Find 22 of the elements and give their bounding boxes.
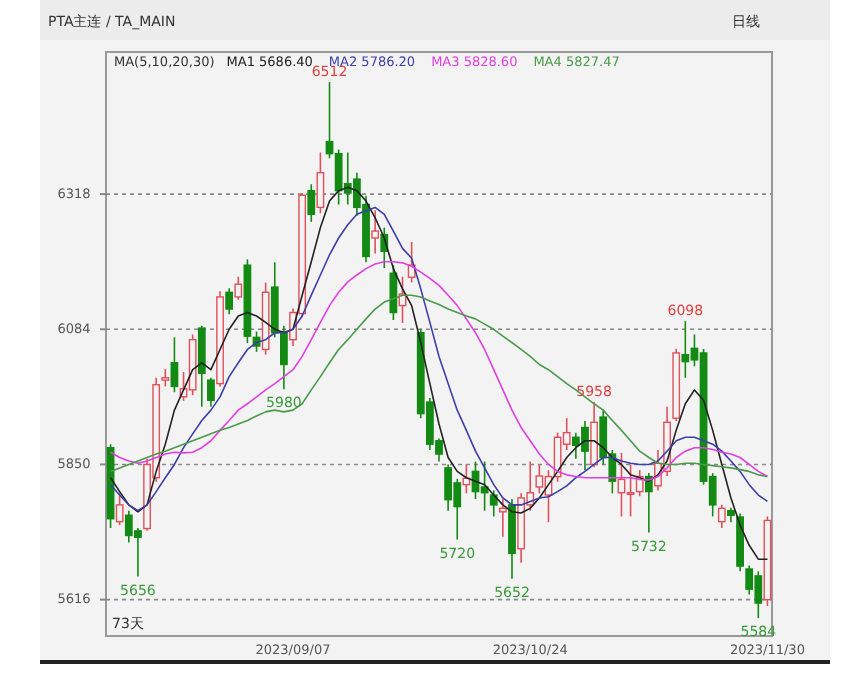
candlestick bbox=[115, 492, 124, 526]
candlestick bbox=[745, 564, 754, 596]
candlestick bbox=[444, 463, 453, 512]
candlestick bbox=[307, 183, 316, 223]
candlestick bbox=[489, 489, 498, 518]
candlestick bbox=[280, 325, 288, 391]
candlestick bbox=[498, 498, 507, 538]
candlestick bbox=[371, 209, 380, 255]
candlestick bbox=[197, 325, 206, 408]
candlestick bbox=[234, 275, 243, 301]
candlestick bbox=[225, 287, 234, 316]
candlestick bbox=[535, 463, 544, 495]
candlestick bbox=[207, 376, 215, 408]
candlestick bbox=[681, 320, 690, 379]
candlestick bbox=[270, 261, 279, 339]
candlestick bbox=[170, 336, 179, 394]
candlestick bbox=[389, 264, 398, 321]
candlestick bbox=[480, 460, 489, 512]
candlestick bbox=[316, 151, 325, 214]
candlestick bbox=[590, 401, 598, 469]
candlestick bbox=[626, 463, 635, 518]
candlestick bbox=[717, 504, 726, 529]
